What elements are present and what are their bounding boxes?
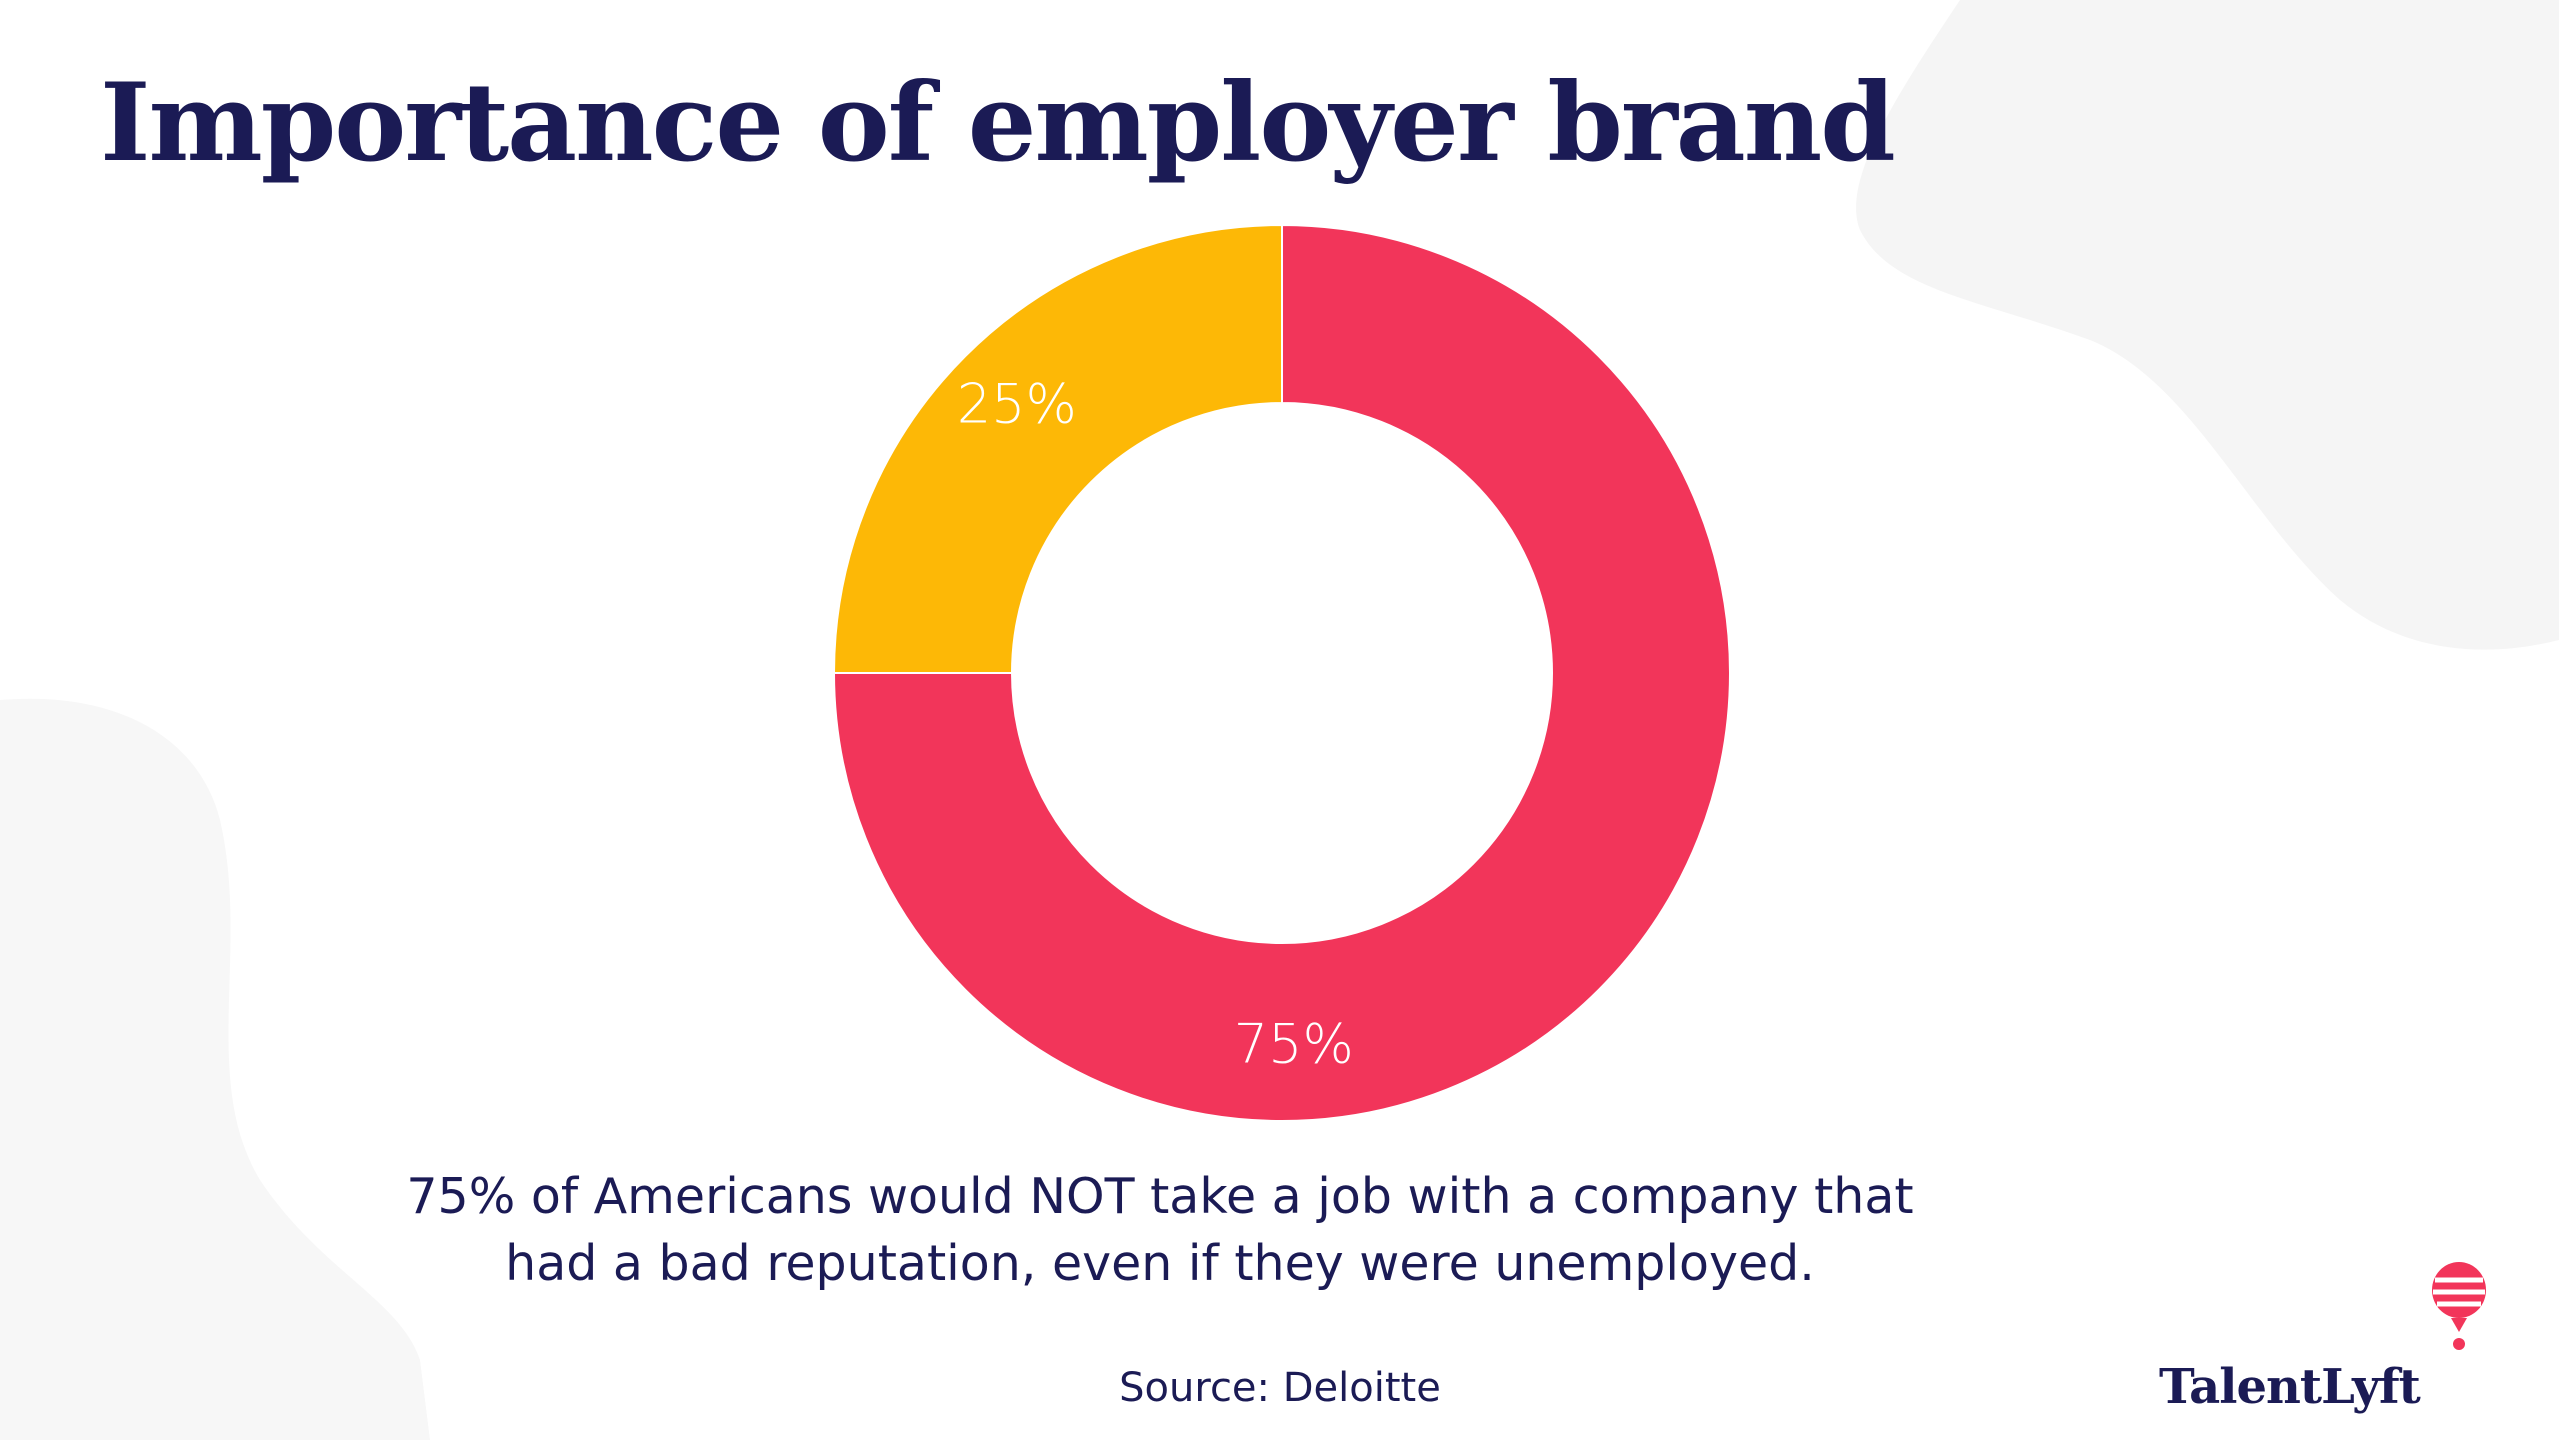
donut-label-0: 75%: [1234, 1013, 1354, 1076]
donut-slice-1: [832, 223, 1283, 674]
donut-slice-0: [832, 223, 1731, 1122]
source-note: Source: Deloitte: [1119, 1365, 1441, 1411]
balloon-icon: [2432, 1262, 2486, 1350]
brand-logo: TalentLyft: [2159, 1262, 2489, 1415]
caption-line-2: had a bad reputation, even if they were …: [505, 1235, 1815, 1292]
caption-line-1: 75% of Americans would NOT take a job wi…: [406, 1168, 1914, 1225]
brand-name: TalentLyft: [2159, 1359, 2421, 1415]
page-title: Importance of employer brand: [100, 60, 1896, 186]
donut-label-1: 25%: [957, 373, 1077, 436]
